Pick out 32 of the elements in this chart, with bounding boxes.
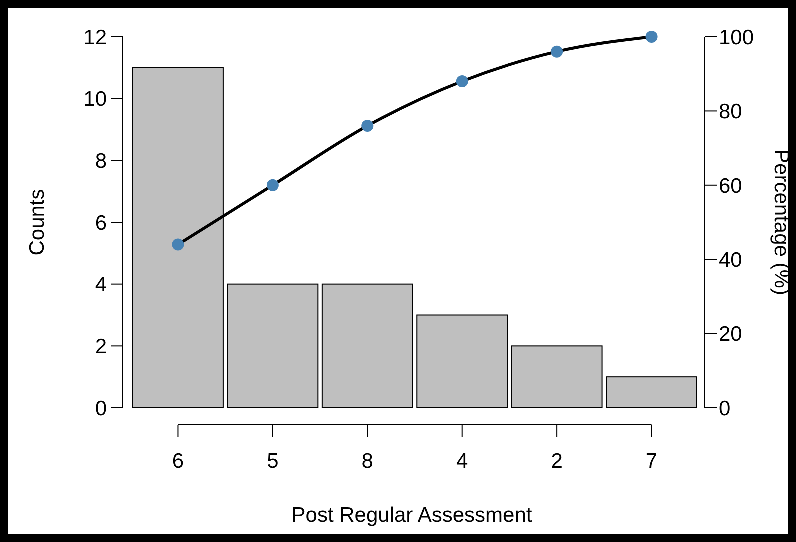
y-tick-label: 8: [95, 150, 107, 174]
x-tick-label: 6: [172, 450, 184, 473]
bar: [322, 284, 414, 408]
y2-tick-label: 0: [719, 397, 731, 420]
x-tick-label: 4: [456, 450, 469, 473]
y-tick-label: 2: [95, 336, 107, 359]
y-tick-label: 0: [95, 397, 107, 420]
bar: [511, 346, 603, 408]
x-tick-label: 2: [551, 450, 563, 473]
y-tick-label: 12: [84, 26, 107, 50]
bar: [606, 376, 698, 408]
x-tick-label: 5: [267, 450, 279, 473]
point: [362, 120, 374, 132]
y-tick-label: 10: [84, 88, 107, 112]
point: [266, 179, 279, 192]
point: [456, 76, 468, 88]
point: [646, 31, 658, 43]
x-axis-title: Post Regular Assessment: [292, 504, 532, 527]
y-axis-title: Counts: [26, 189, 49, 256]
bar: [416, 314, 508, 408]
y-tick-label: 6: [95, 212, 107, 235]
x-tick-label: 8: [362, 450, 374, 473]
x-tick-label: 7: [646, 450, 658, 473]
bar: [227, 284, 319, 408]
point: [172, 238, 184, 251]
y-tick-label: 4: [95, 274, 108, 297]
y2-tick-label: 80: [719, 100, 742, 124]
y2-tick-label: 100: [719, 26, 754, 50]
y2-tick-label: 40: [719, 248, 742, 272]
point: [551, 46, 564, 58]
y2-tick-label: 20: [719, 323, 742, 346]
y2-tick-label: 60: [719, 174, 742, 198]
